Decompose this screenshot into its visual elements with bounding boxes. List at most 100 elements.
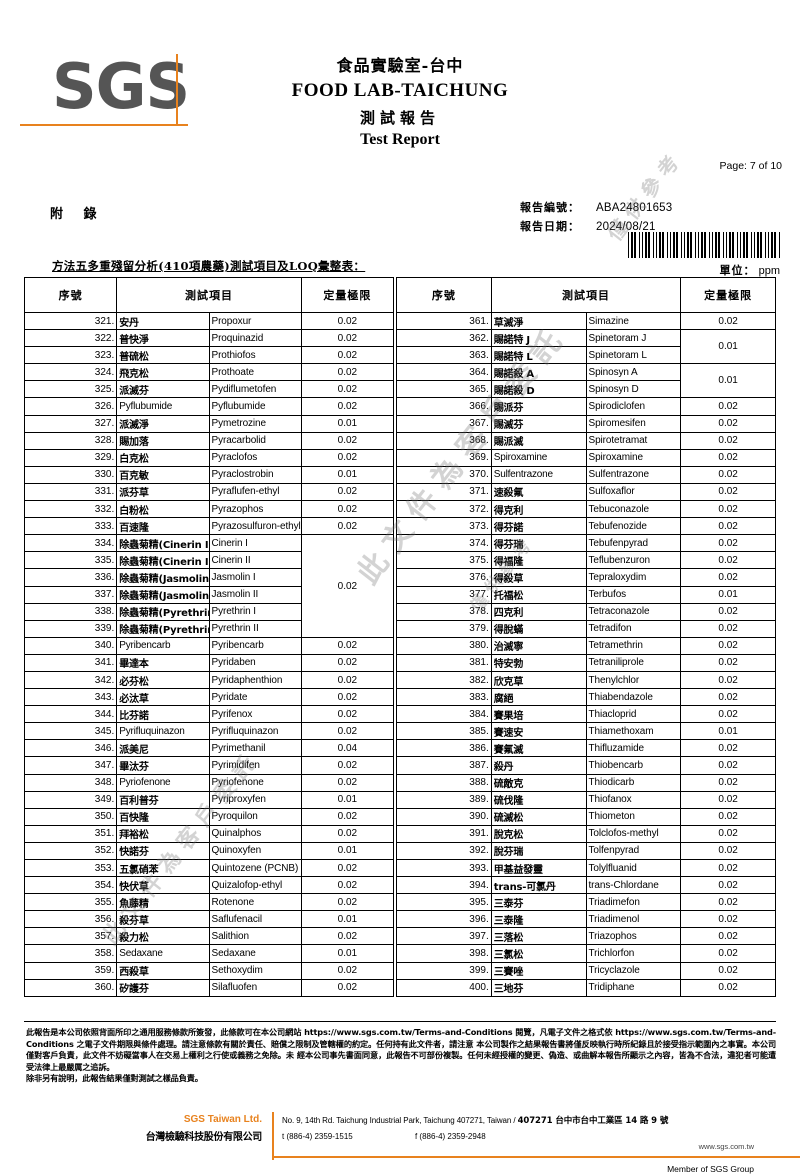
- row-loq: 0.04: [300, 739, 395, 758]
- row-loq: 0.02: [680, 414, 776, 433]
- lab-name-en: FOOD LAB-TAICHUNG: [291, 80, 509, 101]
- row-item-en: Spiroxamine: [585, 448, 682, 467]
- table-row: 387. 殺丹 Thiobencarb 0.02: [396, 756, 776, 775]
- report-number-value: ABA24801653: [596, 202, 673, 214]
- row-item-en: Quinoxyfen: [208, 841, 302, 861]
- row-item-en: Pyrifluquinazon: [208, 722, 302, 741]
- row-item-en: Spirotetramat: [585, 431, 682, 450]
- table-row: 349. 百利普芬 Pyriproxyfen 0.01: [23, 790, 395, 809]
- row-number: 376.: [396, 568, 492, 587]
- row-item-en: Saflufenacil: [208, 910, 302, 929]
- row-loq: 0.02: [300, 773, 395, 792]
- row-loq: 0.02: [300, 397, 395, 416]
- row-number: 393.: [396, 858, 492, 878]
- row-item-cn: 賜諾特 L: [490, 346, 587, 365]
- row-number: 398.: [396, 944, 492, 963]
- report-title-cn: 測試報告: [359, 109, 440, 127]
- row-item-en: Pyrifenox: [208, 705, 302, 724]
- row-number: 343.: [23, 688, 118, 707]
- row-item-en: Trichlorfon: [585, 944, 682, 963]
- row-item-en: Rotenone: [208, 893, 302, 912]
- table-row: 397. 三落松 Triazophos 0.02: [396, 927, 776, 946]
- row-loq: 0.02: [680, 653, 776, 672]
- row-item-en: Cinerin II: [208, 551, 302, 570]
- row-number: 336.: [23, 568, 118, 587]
- row-loq: 0.02: [300, 517, 395, 536]
- row-item-cn: 白克松: [116, 448, 210, 467]
- company-website[interactable]: www.sgs.com.tw: [698, 1142, 754, 1151]
- row-item-cn: 畢達本: [116, 653, 210, 672]
- company-phone-row: t (886-4) 2359-1515 f (886-4) 2359-2948: [282, 1132, 782, 1141]
- row-item-cn: 欣克草: [490, 670, 587, 690]
- row-loq: 0.01: [680, 363, 776, 399]
- row-item-cn: Pyribencarb: [116, 636, 210, 655]
- row-item-en: Pyriproxyfen: [208, 790, 302, 809]
- row-item-cn: 除蟲菊精(Pyrethrin II): [116, 619, 210, 638]
- row-number: 341.: [23, 653, 118, 672]
- member-note: Member of SGS Group: [667, 1164, 754, 1174]
- company-tel: t (886-4) 2359-1515: [282, 1132, 353, 1141]
- report-header: SGS 食品實驗室-台中 FOOD LAB-TAICHUNG 測試報告 Test…: [0, 0, 800, 150]
- row-number: 360.: [23, 978, 118, 997]
- logo-vertical-bar: [176, 54, 178, 126]
- row-number: 368.: [396, 431, 492, 450]
- table-row: 323. 普硫松 Prothiofos 0.02: [23, 346, 395, 365]
- col-header-loq: 定量極限: [300, 277, 395, 313]
- col-header-no: 序號: [396, 277, 492, 313]
- row-item-cn: 三氯松: [490, 944, 587, 963]
- row-number: 383.: [396, 688, 492, 707]
- row-item-en: Pyrethrin I: [208, 602, 302, 621]
- row-item-en: Thiofanox: [585, 790, 682, 809]
- row-item-cn: 拜裕松: [116, 824, 210, 843]
- row-loq: 0.02: [680, 978, 776, 997]
- col-header-no: 序號: [23, 277, 118, 313]
- row-number: 350.: [23, 807, 118, 826]
- table-row: 367. 賜滅芬 Spiromesifen 0.02: [396, 414, 776, 433]
- row-item-en: Triadimefon: [585, 893, 682, 912]
- row-item-cn: 百快隆: [116, 807, 210, 826]
- table-row: 393. 甲基益發靈 Tolylfluanid 0.02: [396, 858, 776, 878]
- table-row: 381. 特安勃 Tetraniliprole 0.02: [396, 653, 776, 672]
- row-loq: 0.02: [680, 500, 776, 519]
- table-row: 361. 草滅淨 Simazine 0.02: [396, 311, 776, 331]
- row-item-en: Tridiphane: [585, 978, 682, 997]
- row-item-cn: 除蟲菊精(Cinerin I): [116, 534, 210, 553]
- row-loq: 0.02: [300, 311, 395, 331]
- table-row: 322. 普快淨 Proquinazid 0.02: [23, 329, 395, 348]
- row-item-cn: 速殺氟: [490, 482, 587, 502]
- row-number: 327.: [23, 414, 118, 433]
- row-number: 382.: [396, 670, 492, 690]
- row-loq: 0.02: [300, 705, 395, 724]
- row-item-cn: 快諾芬: [116, 841, 210, 861]
- row-item-cn: 快伏草: [116, 876, 210, 895]
- company-address-cn: 407271 台中市台中工業區 14 路 9 號: [517, 1116, 669, 1126]
- row-loq: 0.01: [300, 414, 395, 433]
- row-item-cn: 賜諾殺 D: [490, 380, 587, 399]
- table-row: 389. 硫伐隆 Thiofanox 0.02: [396, 790, 776, 809]
- row-item-en: Pyflubumide: [208, 397, 302, 416]
- row-item-cn: 殺力松: [116, 927, 210, 946]
- row-item-en: Tepraloxydim: [585, 568, 682, 587]
- row-loq: 0.02: [680, 602, 776, 621]
- row-loq: 0.02: [680, 397, 776, 416]
- row-item-cn: 殺芬草: [116, 910, 210, 929]
- footer-divider: [24, 1021, 776, 1022]
- row-item-en: Thenylchlor: [585, 670, 682, 690]
- table-row: 359. 西殺草 Sethoxydim 0.02: [23, 961, 395, 980]
- table-caption: 方法五多重殘留分析(410項農藥)測試項目及LOQ彙整表：: [52, 259, 366, 273]
- row-item-en: Tricyclazole: [585, 961, 682, 980]
- row-item-cn: 派滅芬: [116, 380, 210, 399]
- row-item-en: Pyraclofos: [208, 448, 302, 467]
- company-contact: No. 9, 14th Rd. Taichung Industrial Park…: [282, 1114, 782, 1141]
- row-item-cn: 治滅寧: [490, 636, 587, 655]
- row-loq: 0.02: [680, 619, 776, 638]
- row-number: 363.: [396, 346, 492, 365]
- report-title-en: Test Report: [360, 131, 440, 148]
- row-number: 340.: [23, 636, 118, 655]
- table-row: 346. 派美尼 Pyrimethanil 0.04: [23, 739, 395, 758]
- row-item-cn: 必芬松: [116, 670, 210, 690]
- table-row: 360. 矽護芬 Silafluofen 0.02: [23, 978, 395, 997]
- row-item-cn: 得脫蟎: [490, 619, 587, 638]
- row-item-en: Thiodicarb: [585, 773, 682, 792]
- row-item-en: Spiromesifen: [585, 414, 682, 433]
